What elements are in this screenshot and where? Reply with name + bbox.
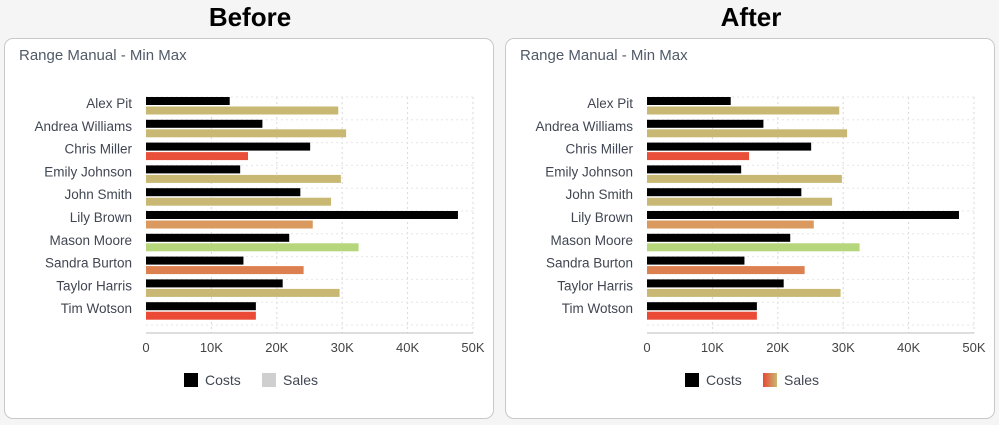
sales-bar[interactable] <box>146 311 256 320</box>
x-tick-label: 40K <box>897 340 920 355</box>
category-label: John Smith <box>64 187 132 202</box>
category-label: Lily Brown <box>571 210 633 225</box>
sales-bar[interactable] <box>647 129 848 138</box>
category-label: Taylor Harris <box>56 278 132 293</box>
legend-label-sales[interactable]: Sales <box>784 372 819 388</box>
x-tick-label: 40K <box>396 340 419 355</box>
legend-label-costs[interactable]: Costs <box>205 372 241 388</box>
costs-bar[interactable] <box>146 142 311 151</box>
sales-bar[interactable] <box>647 174 842 183</box>
x-tick-label: 0 <box>643 340 650 355</box>
costs-bar[interactable] <box>146 233 290 242</box>
x-tick-label: 50K <box>461 340 484 355</box>
chart-panel-after: Range Manual - Min Max 0 10K 20K 30K 40K 50K A… <box>505 38 995 419</box>
category-label: Lily Brown <box>70 210 132 225</box>
sales-bar[interactable] <box>146 197 332 206</box>
sales-bar[interactable] <box>647 152 750 161</box>
costs-bar[interactable] <box>647 165 742 174</box>
costs-bar[interactable] <box>146 165 241 174</box>
category-label: Andrea Williams <box>34 119 132 134</box>
sales-bar[interactable] <box>647 106 840 115</box>
sales-bar[interactable] <box>146 129 347 138</box>
category-label: Emily Johnson <box>44 164 132 179</box>
sales-bar[interactable] <box>146 106 339 115</box>
costs-bar[interactable] <box>647 211 959 219</box>
costs-bar[interactable] <box>146 256 244 265</box>
costs-bar[interactable] <box>647 302 757 311</box>
before-heading: Before <box>208 2 292 32</box>
chart-title: Range Manual - Min Max <box>19 47 187 64</box>
costs-bar[interactable] <box>146 119 263 128</box>
sales-bar[interactable] <box>146 174 341 183</box>
costs-bar[interactable] <box>146 211 458 219</box>
category-label: Mason Moore <box>49 233 132 248</box>
costs-bar[interactable] <box>647 233 791 242</box>
x-tick-label: 30K <box>331 340 354 355</box>
costs-bar[interactable] <box>647 97 731 105</box>
sales-bar[interactable] <box>146 220 313 229</box>
sales-bar[interactable] <box>146 152 249 161</box>
sales-bar[interactable] <box>647 288 841 297</box>
sales-bar[interactable] <box>146 243 359 252</box>
category-label: Tim Wotson <box>562 301 633 316</box>
legend-swatch-costs[interactable] <box>184 373 198 387</box>
category-label: Mason Moore <box>550 233 633 248</box>
bar-chart-after: 0 10K 20K 30K 40K 50K Alex Pit Andrea Williams C… <box>535 96 985 388</box>
x-tick-label: 10K <box>701 340 724 355</box>
costs-bar[interactable] <box>647 188 802 197</box>
costs-bar[interactable] <box>647 142 812 151</box>
sales-bar[interactable] <box>647 266 805 275</box>
sales-bar[interactable] <box>647 197 833 206</box>
category-label: Alex Pit <box>587 96 633 111</box>
costs-bar[interactable] <box>647 256 745 265</box>
category-label: Tim Wotson <box>61 301 132 316</box>
costs-bar[interactable] <box>647 279 784 288</box>
sales-bar[interactable] <box>647 243 860 252</box>
costs-bar[interactable] <box>146 97 230 105</box>
sales-bar[interactable] <box>146 266 304 275</box>
legend-swatch-sales[interactable] <box>763 373 777 387</box>
x-tick-label: 20K <box>265 340 288 355</box>
bar-chart-before: 0 10K 20K 30K 40K 50K Alex Pit Andrea Williams C… <box>34 96 484 388</box>
legend-swatch-costs[interactable] <box>685 373 699 387</box>
x-tick-label: 10K <box>200 340 223 355</box>
costs-bar[interactable] <box>647 119 764 128</box>
sales-bar[interactable] <box>647 220 814 229</box>
category-label: Alex Pit <box>86 96 132 111</box>
sales-bar[interactable] <box>146 288 340 297</box>
category-label: Chris Miller <box>566 142 634 157</box>
category-label: Chris Miller <box>65 142 133 157</box>
category-label: John Smith <box>565 187 633 202</box>
legend-label-costs[interactable]: Costs <box>706 372 742 388</box>
category-label: Sandra Burton <box>546 256 633 271</box>
sales-bar[interactable] <box>647 311 757 320</box>
x-tick-label: 20K <box>766 340 789 355</box>
legend-label-sales[interactable]: Sales <box>283 372 318 388</box>
category-label: Sandra Burton <box>45 256 132 271</box>
x-tick-label: 0 <box>142 340 149 355</box>
legend-swatch-sales[interactable] <box>262 373 276 387</box>
x-tick-label: 30K <box>832 340 855 355</box>
x-tick-label: 50K <box>962 340 985 355</box>
category-label: Andrea Williams <box>535 119 633 134</box>
category-label: Taylor Harris <box>557 278 633 293</box>
costs-bar[interactable] <box>146 188 301 197</box>
category-label: Emily Johnson <box>545 164 633 179</box>
after-heading: After <box>720 2 782 32</box>
costs-bar[interactable] <box>146 279 283 288</box>
costs-bar[interactable] <box>146 302 256 311</box>
chart-title: Range Manual - Min Max <box>520 47 688 64</box>
chart-panel-before: Range Manual - Min Max 0 10K 20K 30K 40K 50K A… <box>4 38 494 419</box>
